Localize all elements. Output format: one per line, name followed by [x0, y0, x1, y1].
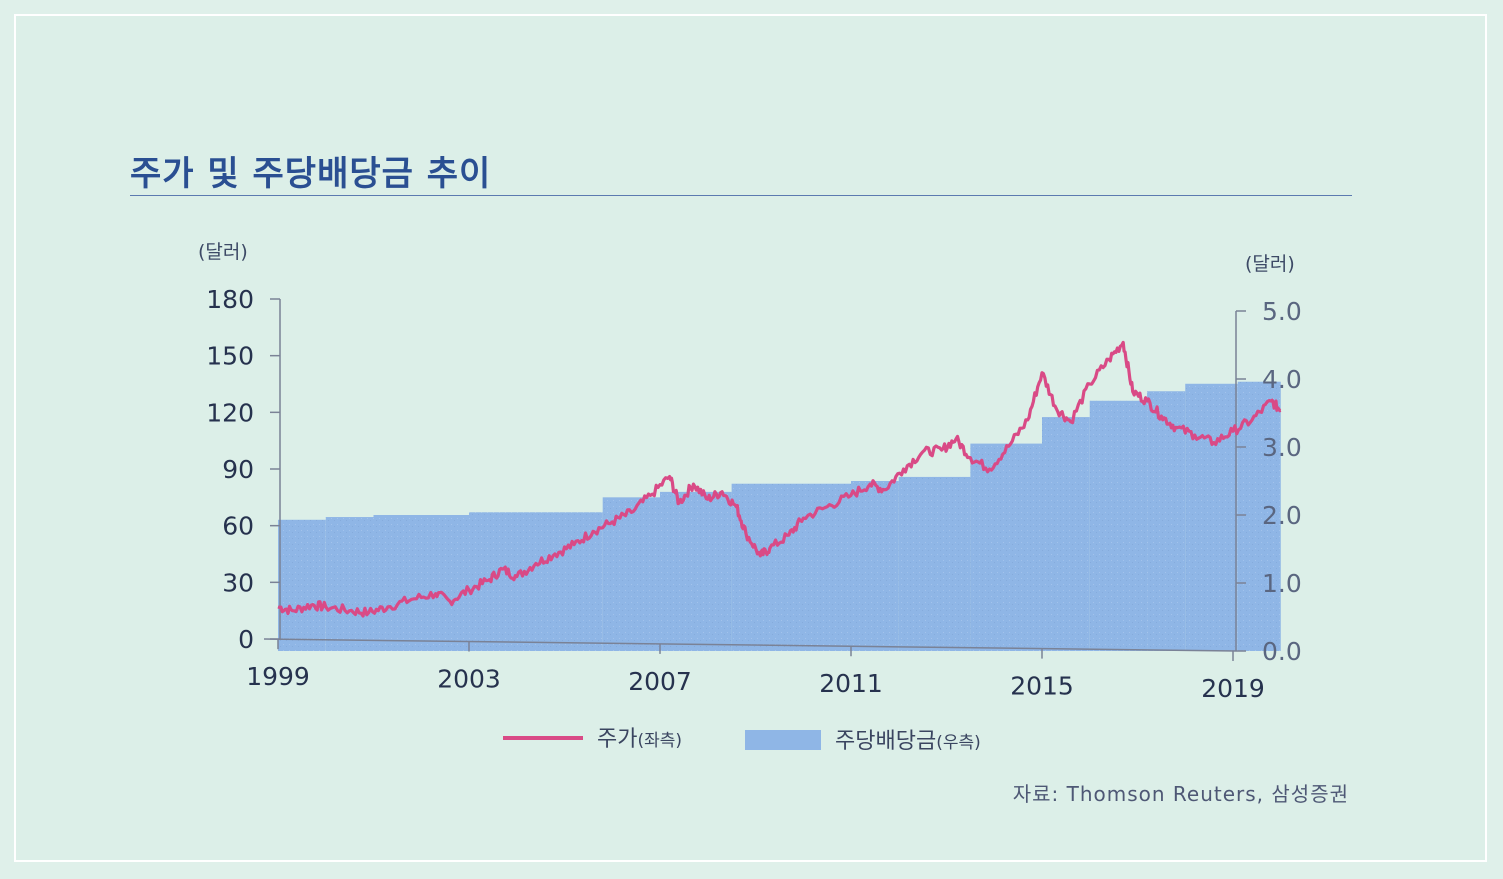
left-axis-unit: (달러) — [198, 241, 248, 263]
legend-sub-dividend: (우측) — [936, 733, 981, 753]
left-tick-label: 60 — [222, 512, 254, 541]
right-tick-label: 1.0 — [1262, 569, 1302, 598]
dividend-step-9 — [970, 443, 1042, 651]
legend-sub-price: (좌측) — [637, 731, 682, 751]
left-tick-label: 90 — [222, 455, 254, 484]
dividend-step-5 — [660, 491, 732, 651]
dividend-step-4 — [602, 497, 660, 651]
dividend-step-12 — [1147, 391, 1186, 651]
price-line — [277, 340, 1282, 618]
dividend-step-13 — [1185, 383, 1238, 651]
dividend-step-1 — [325, 517, 374, 651]
right-tick-label: 0.0 — [1262, 637, 1302, 666]
left-tick-label: 30 — [222, 568, 254, 597]
x-axis-line — [263, 638, 1237, 652]
dividend-step-2 — [373, 515, 469, 651]
chart-axes: 180 150 120 90 60 30 0 5.0 4.0 3.0 2.0 1.0 0.0 1999 20… — [206, 285, 1301, 703]
price-line-series — [277, 340, 1282, 618]
left-tick-label: 180 — [206, 285, 254, 314]
dividend-step-6 — [731, 483, 851, 651]
x-tick-label: 2003 — [437, 665, 501, 694]
dividend-step-14 — [1237, 381, 1281, 651]
x-tick-label: 1999 — [246, 662, 310, 691]
source-note: 자료: Thomson Reuters, 삼성증권 — [1012, 782, 1349, 806]
chart-legend: 주가(좌측) 주당배당금(우측) — [503, 727, 981, 754]
x-tick-label: 2011 — [819, 669, 883, 698]
left-tick-label: 120 — [206, 398, 254, 427]
dividend-step-8 — [898, 476, 971, 651]
legend-price: 주가(좌측) — [597, 727, 682, 752]
dividend-step-0 — [278, 519, 326, 651]
dividend-step-11 — [1089, 400, 1148, 651]
dividend-step-10 — [1042, 417, 1090, 651]
title-rule — [130, 195, 1352, 196]
legend-label-price: 주가 — [597, 727, 637, 752]
left-tick-label: 150 — [206, 342, 254, 371]
chart-title: 주가 및 주당배당금 추이 — [130, 154, 492, 194]
legend-swatch-dividend — [745, 730, 821, 750]
legend-dividend: 주당배당금(우측) — [835, 729, 981, 754]
right-axis-unit: (달러) — [1245, 253, 1295, 275]
x-tick-label: 2019 — [1201, 674, 1265, 703]
right-tick-label: 3.0 — [1262, 433, 1302, 462]
dividend-area-series — [278, 381, 1281, 651]
x-tick-label: 2015 — [1010, 672, 1074, 701]
right-tick-label: 2.0 — [1262, 501, 1302, 530]
legend-label-dividend: 주당배당금 — [835, 729, 936, 754]
left-tick-label: 0 — [238, 625, 254, 654]
dividend-step-7 — [851, 481, 899, 651]
right-tick-label: 4.0 — [1262, 365, 1302, 394]
right-tick-label: 5.0 — [1262, 297, 1302, 326]
x-tick-label: 2007 — [628, 667, 692, 696]
